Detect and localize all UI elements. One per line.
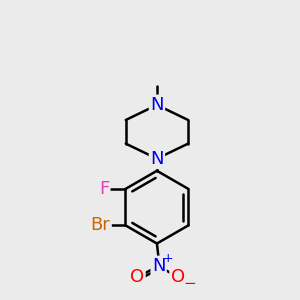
Text: N: N xyxy=(152,257,165,275)
Text: N: N xyxy=(150,150,164,168)
Text: −: − xyxy=(184,276,196,291)
Text: Br: Br xyxy=(91,216,110,234)
Text: O: O xyxy=(130,268,144,286)
Text: +: + xyxy=(163,252,174,265)
Text: O: O xyxy=(171,268,185,286)
Text: N: N xyxy=(150,96,164,114)
Text: F: F xyxy=(99,180,109,198)
